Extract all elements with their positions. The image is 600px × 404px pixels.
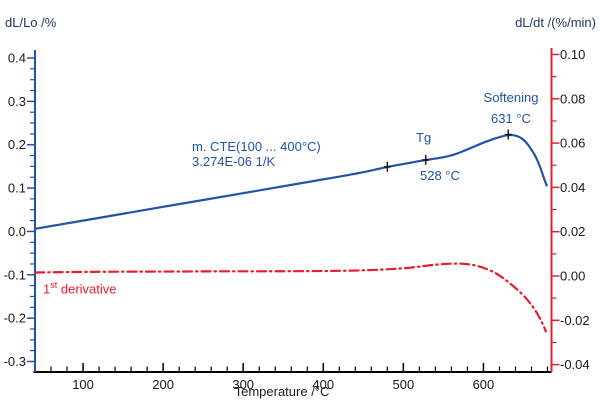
right-tick-label: 0.10 (560, 47, 585, 62)
left-axis: 0.4 0.3 0.2 0.1 0.0 -0.1 -0.2 -0.3 (4, 50, 36, 372)
right-tick-label: 0.06 (560, 136, 585, 151)
derivative-label-ordinal: st (50, 280, 58, 290)
x-tick-label: 100 (72, 377, 94, 392)
left-tick-label: -0.2 (4, 311, 26, 326)
right-tick-label: 0.02 (560, 224, 585, 239)
expansion-curve (33, 133, 548, 230)
x-tick-label: 200 (152, 377, 174, 392)
derivative-curve (33, 262, 547, 333)
left-axis-title: dL/Lo /% (5, 15, 57, 30)
left-tick-label: 0.4 (8, 51, 26, 66)
x-tick-label: 400 (312, 377, 334, 392)
left-tick-label: 0.0 (8, 224, 26, 239)
left-tick-label: 0.3 (8, 94, 26, 109)
left-tick-label: -0.3 (4, 354, 26, 369)
left-tick-label: -0.1 (4, 267, 26, 282)
left-tick-label: 0.1 (8, 181, 26, 196)
x-tick-label: 500 (393, 377, 415, 392)
right-tick-label: 0.08 (560, 91, 585, 106)
tg-annotation-label: Tg (416, 130, 432, 145)
x-tick-label: 300 (232, 377, 254, 392)
x-axis: 100 200 300 400 500 600 (33, 363, 552, 392)
derivative-label-number: 1 (43, 281, 51, 297)
x-axis-title: Temperature /°C (234, 384, 330, 399)
right-axis: 0.10 0.08 0.06 0.04 0.02 0.00 -0.02 -0.04 (550, 47, 590, 372)
right-tick-label: -0.04 (560, 357, 590, 372)
right-axis-title: dL/dt /(%/min) (515, 15, 596, 30)
derivative-curve-label: 1st derivative (43, 280, 117, 297)
right-tick-label: -0.02 (560, 313, 590, 328)
evaluation-markers (383, 129, 512, 172)
x-tick-label: 600 (473, 377, 495, 392)
left-tick-label: 0.2 (8, 137, 26, 152)
tg-annotation-temp: 528 °C (420, 168, 460, 183)
right-tick-label: 0.04 (560, 180, 585, 195)
cte-annotation-line2: 3.274E-06 1/K (192, 154, 276, 169)
softening-annotation-temp: 631 °C (491, 111, 531, 126)
derivative-label-word: derivative (57, 281, 117, 297)
cte-annotation-line1: m. CTE(100 ... 400°C) (192, 139, 321, 154)
right-tick-label: 0.00 (560, 269, 585, 284)
softening-annotation-label: Softening (483, 90, 539, 105)
